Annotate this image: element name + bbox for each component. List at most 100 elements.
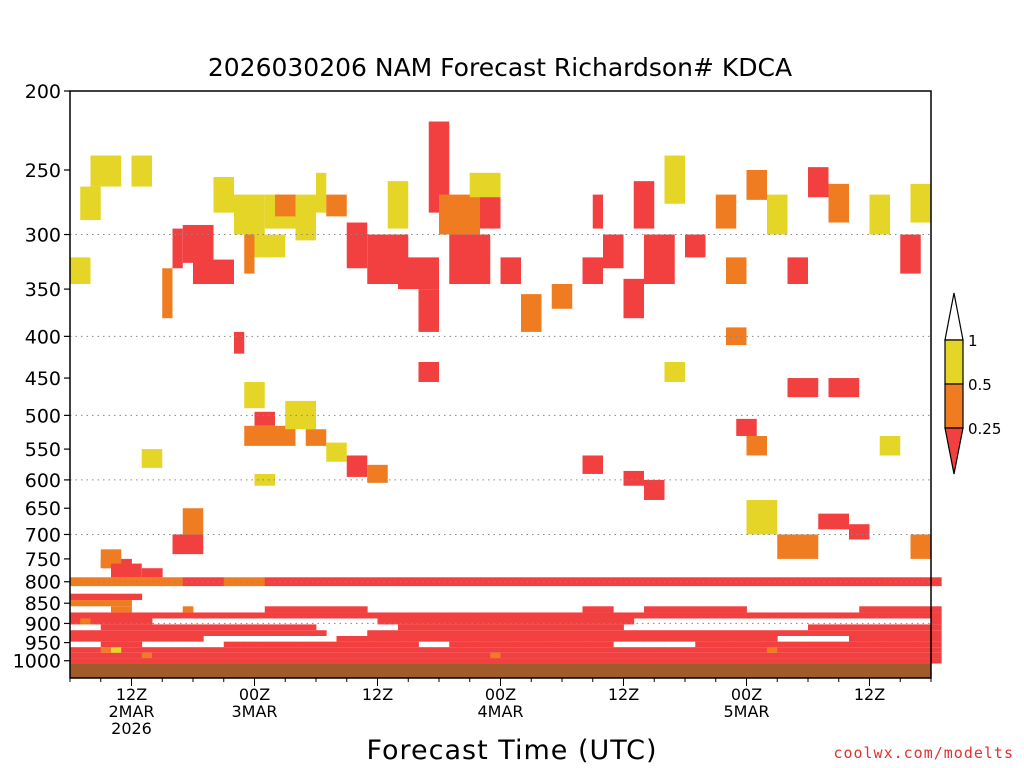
ri-cell: [623, 618, 635, 625]
ri-cell: [111, 630, 122, 636]
ri-cell: [141, 635, 153, 642]
ri-cell: [849, 577, 860, 587]
source-credit: coolwx.com/modelts: [833, 744, 1014, 762]
ri-cell: [480, 618, 491, 625]
ri-cell: [879, 647, 891, 653]
ri-cell: [141, 624, 153, 631]
ri-cell: [551, 647, 563, 653]
ri-cell: [644, 606, 655, 613]
ri-cell: [131, 612, 143, 619]
y-tick-label: 350: [25, 279, 61, 301]
ri-cell: [111, 624, 122, 631]
ri-cell: [603, 630, 614, 636]
legend-label: 1: [968, 332, 978, 350]
ri-cell: [80, 593, 91, 601]
ri-cell: [100, 577, 112, 587]
ri-cell: [295, 630, 307, 636]
ri-cell: [70, 593, 81, 601]
ri-cell: [305, 630, 317, 636]
ri-cell: [398, 647, 409, 653]
ri-cell: [90, 577, 102, 587]
ri-cell: [531, 630, 542, 636]
ri-cell: [439, 652, 450, 659]
ri-cell: [490, 612, 501, 619]
ri-cell: [828, 641, 840, 648]
x-tick-label: 2026: [111, 719, 152, 738]
ri-patch: [316, 172, 327, 213]
ri-cell: [797, 577, 809, 587]
ri-patch: [162, 268, 173, 319]
ri-cell: [859, 647, 870, 653]
ri-cell: [172, 658, 184, 664]
ri-cell: [767, 658, 778, 664]
ri-cell: [695, 577, 706, 587]
ri-cell: [70, 652, 81, 659]
y-tick-label: 700: [25, 524, 61, 546]
x-tick-label: 00Z: [485, 685, 516, 704]
ri-cell: [326, 647, 337, 653]
ri-cell: [705, 577, 717, 587]
ri-cell: [603, 612, 614, 619]
ri-patch: [254, 473, 275, 486]
ri-cell: [490, 652, 501, 659]
ri-cell: [121, 641, 132, 648]
ri-cell: [131, 641, 143, 648]
ri-cell: [367, 612, 378, 619]
ri-cell: [131, 593, 143, 601]
ri-cell: [80, 577, 91, 587]
ri-cell: [418, 618, 430, 625]
ri-cell: [162, 612, 173, 619]
ground-band: [70, 663, 931, 678]
ri-cell: [336, 641, 348, 648]
ri-cell: [264, 641, 276, 648]
ri-cell: [521, 624, 532, 631]
ri-cell: [849, 652, 860, 659]
ri-patch: [346, 455, 368, 477]
ri-cell: [367, 635, 378, 642]
ri-cell: [890, 647, 901, 653]
ri-cell: [756, 612, 768, 619]
ri-cell: [295, 624, 307, 631]
ri-cell: [633, 612, 645, 619]
ri-cell: [305, 577, 317, 587]
ri-cell: [469, 577, 481, 587]
ri-cell: [890, 641, 901, 648]
ri-cell: [90, 647, 102, 653]
ri-patch: [428, 121, 450, 213]
ri-cell: [449, 624, 460, 631]
ri-cell: [316, 577, 327, 587]
ri-cell: [100, 593, 112, 601]
ri-cell: [920, 652, 932, 659]
ri-cell: [838, 658, 850, 664]
ri-cell: [572, 641, 583, 648]
ri-cell: [859, 658, 870, 664]
ri-cell: [705, 635, 717, 642]
ri-cell: [111, 606, 122, 613]
ri-patch: [172, 534, 204, 555]
ri-cell: [100, 624, 112, 631]
ri-cell: [592, 658, 604, 664]
ri-cell: [213, 658, 225, 664]
ri-cell: [787, 612, 799, 619]
ri-cell: [787, 658, 799, 664]
grid-lines: [70, 234, 931, 624]
ri-cell: [715, 630, 727, 636]
ri-cell: [695, 658, 706, 664]
ri-cell: [213, 612, 225, 619]
ri-cell: [182, 658, 194, 664]
ri-cell: [398, 624, 409, 631]
ri-cell: [70, 600, 81, 607]
ri-cell: [644, 647, 655, 653]
ri-cell: [305, 652, 317, 659]
ri-patch: [644, 479, 665, 500]
ri-cell: [510, 618, 522, 625]
ri-cell: [223, 624, 235, 631]
ri-cell: [275, 641, 286, 648]
ri-cell: [736, 612, 747, 619]
ri-cell: [131, 618, 143, 625]
ri-cell: [685, 630, 696, 636]
ri-cell: [459, 647, 471, 653]
ri-cell: [100, 600, 112, 607]
ri-cell: [674, 606, 686, 613]
ri-cell: [931, 618, 942, 625]
